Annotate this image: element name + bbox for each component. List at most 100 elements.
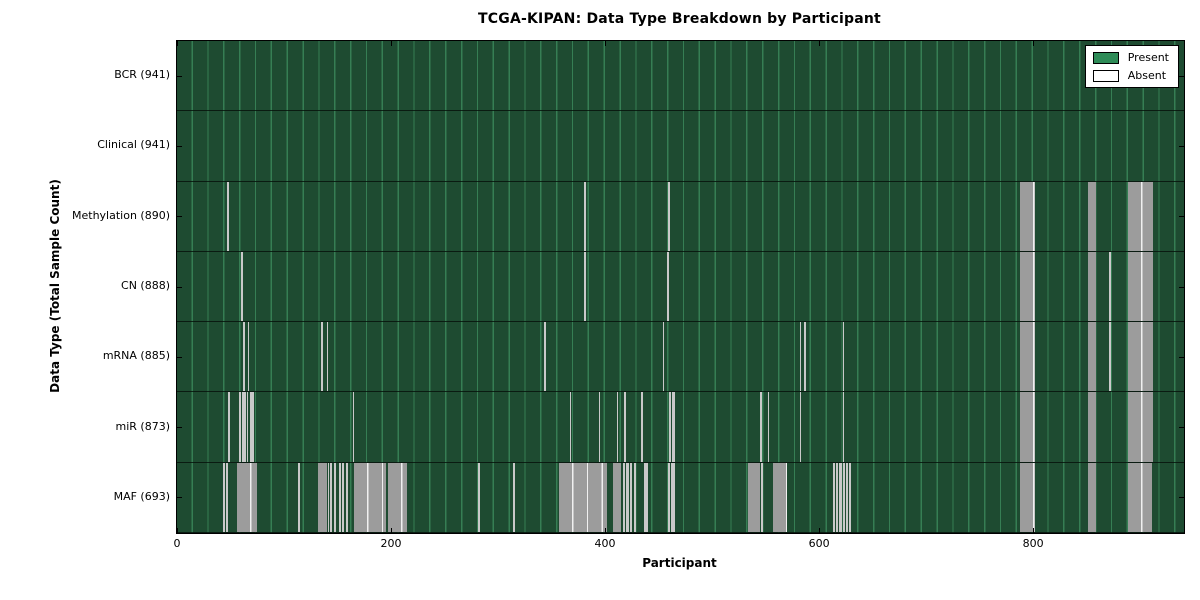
absent-swatch-icon	[1092, 69, 1119, 82]
absent-segment	[297, 462, 301, 532]
y-tick-mark	[1179, 427, 1184, 429]
absent-segment	[243, 322, 245, 392]
chart-row-clinical	[177, 111, 1184, 182]
absent-segment	[334, 462, 337, 532]
x-tick-mark	[177, 41, 178, 46]
absent-segment	[477, 462, 480, 532]
absent-segment	[1087, 322, 1097, 392]
x-tick-mark	[177, 528, 178, 533]
y-tick-mark	[1179, 356, 1184, 358]
legend-entry-present: Present	[1092, 51, 1169, 64]
absent-segment	[249, 392, 255, 462]
y-tick-mark	[177, 497, 182, 499]
absent-segment	[387, 462, 408, 532]
absent-segment	[352, 392, 355, 462]
absent-segment	[1020, 392, 1036, 462]
absent-segment	[246, 392, 249, 462]
y-tick-mark	[1179, 75, 1184, 77]
present-swatch-icon	[1092, 51, 1119, 64]
absent-segment	[629, 462, 632, 532]
y-tick-label-maf: MAF (693)	[113, 489, 170, 503]
x-tick-label: 400	[594, 537, 616, 550]
absent-segment	[672, 392, 675, 462]
absent-segment	[1109, 251, 1112, 322]
absent-segment	[1128, 462, 1152, 532]
absent-segment	[624, 392, 626, 462]
y-tick-label-methylation: Methylation (890)	[72, 208, 170, 222]
absent-segment	[761, 462, 763, 532]
absent-segment	[669, 392, 672, 462]
absent-segment	[330, 462, 333, 532]
x-axis-label: Participant	[642, 556, 717, 570]
absent-segment	[583, 181, 586, 251]
absent-segment	[643, 462, 648, 532]
absent-segment	[227, 181, 230, 251]
absent-segment	[612, 462, 622, 532]
absent-segment	[616, 392, 619, 462]
absent-segment	[641, 392, 644, 462]
absent-segment	[626, 462, 629, 532]
absent-segment	[569, 392, 572, 462]
absent-segment	[767, 392, 770, 462]
y-tick-mark	[1179, 145, 1184, 147]
absent-segment	[244, 392, 246, 462]
x-tick-mark	[604, 41, 606, 46]
absent-segment	[247, 322, 250, 392]
absent-segment	[1128, 392, 1153, 462]
absent-segment	[338, 462, 341, 532]
absent-segment	[598, 392, 601, 462]
absent-segment	[239, 392, 242, 462]
absent-segment	[321, 322, 324, 392]
absent-segment	[513, 462, 516, 532]
y-tick-mark	[177, 427, 182, 429]
absent-segment	[845, 462, 848, 532]
y-tick-mark	[1179, 216, 1184, 218]
absent-segment	[832, 462, 836, 532]
absent-segment	[583, 251, 586, 322]
chart-row-methylation	[177, 181, 1184, 252]
chart-row-maf	[177, 462, 1184, 533]
absent-segment	[1087, 392, 1097, 462]
x-tick-label: 800	[1022, 537, 1044, 550]
y-tick-mark	[177, 356, 182, 358]
absent-segment	[559, 462, 608, 532]
y-tick-mark	[1179, 286, 1184, 288]
x-tick-mark	[390, 528, 392, 533]
chart-row-mrna	[177, 322, 1184, 393]
absent-segment	[799, 392, 802, 462]
absent-segment	[327, 462, 330, 532]
absent-segment	[1128, 322, 1153, 392]
absent-segment	[228, 392, 230, 462]
y-tick-label-mir: miR (873)	[115, 419, 171, 433]
x-tick-mark	[818, 41, 820, 46]
absent-segment	[623, 462, 626, 532]
absent-segment	[842, 322, 845, 392]
x-tick-mark	[390, 41, 392, 46]
absent-segment	[1020, 181, 1036, 251]
x-tick-mark	[604, 528, 606, 533]
absent-segment	[346, 462, 348, 532]
absent-segment	[326, 322, 329, 392]
absent-segment	[668, 462, 671, 532]
y-tick-mark	[177, 286, 182, 288]
y-tick-mark	[177, 216, 182, 218]
absent-segment	[842, 462, 845, 532]
absent-segment	[668, 181, 671, 251]
legend-present-label: Present	[1127, 51, 1169, 64]
chart-row-mir	[177, 392, 1184, 463]
y-tick-label-bcr: BCR (941)	[114, 68, 170, 82]
absent-segment	[1020, 251, 1036, 322]
chart-row-cn	[177, 251, 1184, 323]
absent-segment	[760, 392, 762, 462]
plot-rows	[177, 41, 1184, 533]
x-tick-label: 200	[380, 537, 402, 550]
absent-segment	[849, 462, 852, 532]
absent-segment	[1020, 462, 1036, 532]
chart-row-bcr	[177, 41, 1184, 112]
absent-segment	[1020, 322, 1036, 392]
legend-absent-label: Absent	[1127, 69, 1167, 82]
absent-segment	[748, 462, 761, 532]
x-tick-mark	[1032, 528, 1034, 533]
absent-segment	[836, 462, 839, 532]
